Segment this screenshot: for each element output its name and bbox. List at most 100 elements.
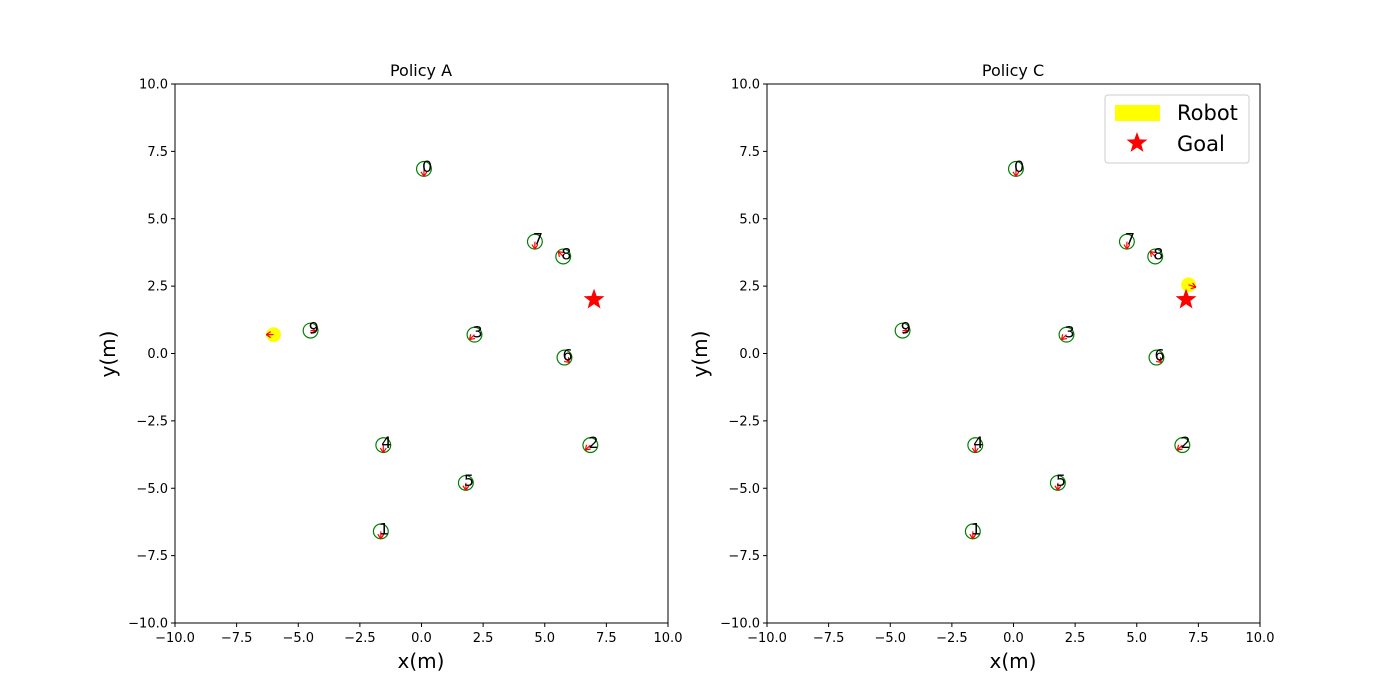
y-tick-label: −7.5 <box>136 549 168 564</box>
human-circle <box>894 322 911 339</box>
y-tick-label: 0.0 <box>147 347 168 362</box>
human-heading-arrowhead <box>969 533 977 540</box>
human-circle <box>1147 248 1164 265</box>
subplot-policy-c: Policy C x(m) y(m) −10.0 −7.5 −5.0 −2.5 0.0 2… <box>688 61 1274 673</box>
goal-star <box>583 288 605 309</box>
human-heading-arrowhead <box>1054 485 1062 491</box>
human-heading-arrow <box>1176 444 1183 451</box>
y-axis-label: y(m) <box>688 331 712 378</box>
y-tick-label: 2.5 <box>147 280 168 295</box>
human-heading-arrow <box>1149 251 1156 257</box>
human-label: 6 <box>1154 346 1164 365</box>
legend-goal-star <box>1126 132 1148 152</box>
human-heading-arrowhead <box>557 250 564 257</box>
human-heading-arrowhead <box>902 327 908 335</box>
x-tick-label: 5.0 <box>534 631 555 646</box>
human-heading-arrowhead <box>310 327 316 335</box>
human-circle <box>556 349 573 366</box>
human-label: 1 <box>379 519 389 538</box>
human-circle <box>1174 437 1191 454</box>
human-label: 9 <box>901 319 911 338</box>
human-label: 4 <box>381 433 391 452</box>
x-tick-label: 10.0 <box>1246 631 1275 646</box>
human-heading-arrow <box>1156 357 1162 363</box>
y-axis-label: y(m) <box>96 331 120 378</box>
human-label: 8 <box>1153 244 1163 263</box>
human-heading-arrowhead <box>1149 250 1156 257</box>
y-tick-label: 7.5 <box>147 145 168 160</box>
human-label: 3 <box>1064 323 1074 342</box>
human-heading-arrow <box>564 357 570 363</box>
human-heading-arrowhead <box>462 485 470 491</box>
human-label: 7 <box>533 230 543 249</box>
plot-area: −10.0 −7.5 −5.0 −2.5 0.0 2.5 5.0 7.5 10.0−10.0−7… <box>128 78 682 647</box>
x-tick-label: −5.0 <box>282 631 314 646</box>
human-heading-arrowhead <box>563 357 570 364</box>
human-heading-arrowhead <box>584 444 591 451</box>
human-circle <box>302 322 319 339</box>
human-heading-arrowhead <box>1155 357 1162 364</box>
human-label: 8 <box>561 244 571 263</box>
human-heading-arrowhead <box>971 447 979 453</box>
y-tick-label: −2.5 <box>728 414 760 429</box>
x-tick-label: 7.5 <box>1188 631 1209 646</box>
human-circle <box>375 437 392 454</box>
human-circle <box>582 437 599 454</box>
robot-heading-arrowhead <box>1190 282 1197 290</box>
human-heading-arrow <box>1061 334 1067 340</box>
human-heading-arrowhead <box>1060 334 1067 341</box>
y-tick-label: −5.0 <box>728 482 760 497</box>
robot-heading-arrow <box>1188 284 1197 288</box>
x-tick-label: −7.5 <box>221 631 253 646</box>
y-tick-label: 5.0 <box>739 212 760 227</box>
goal-star <box>1175 288 1197 309</box>
subplot-title: Policy C <box>982 61 1044 80</box>
y-tick-label: 5.0 <box>147 212 168 227</box>
human-heading-arrow <box>469 334 475 340</box>
x-tick-label: −10.0 <box>747 631 787 646</box>
human-label: 3 <box>472 323 482 342</box>
human-label: 7 <box>1125 230 1135 249</box>
human-heading-arrowhead <box>379 447 387 453</box>
y-tick-label: −10.0 <box>720 617 760 632</box>
robot-marker <box>266 327 281 343</box>
y-tick-label: −10.0 <box>128 617 168 632</box>
human-label: 9 <box>309 319 319 338</box>
x-tick-label: −7.5 <box>813 631 845 646</box>
human-label: 2 <box>1180 433 1190 452</box>
y-tick-label: 0.0 <box>739 347 760 362</box>
x-tick-label: −10.0 <box>155 631 195 646</box>
y-tick-label: −2.5 <box>136 414 168 429</box>
legend-robot-label: Robot <box>1177 101 1238 125</box>
human-heading-arrowhead <box>468 334 475 341</box>
human-label: 5 <box>464 471 474 490</box>
human-label: 0 <box>1014 157 1024 176</box>
human-circle <box>1058 326 1075 343</box>
x-tick-label: 7.5 <box>596 631 617 646</box>
x-tick-label: 10.0 <box>654 631 683 646</box>
x-tick-label: −2.5 <box>344 631 376 646</box>
robot-heading-arrowhead <box>265 331 272 339</box>
y-tick-label: 10.0 <box>139 78 168 93</box>
x-tick-label: 0.0 <box>1003 631 1024 646</box>
human-circle <box>1148 349 1165 366</box>
human-heading-arrowhead <box>1176 444 1183 451</box>
x-axis-label: x(m) <box>398 649 445 673</box>
x-tick-label: 0.0 <box>411 631 432 646</box>
y-tick-label: 2.5 <box>739 280 760 295</box>
legend-goal-label: Goal <box>1177 132 1225 156</box>
y-tick-label: −7.5 <box>728 549 760 564</box>
x-tick-label: −5.0 <box>874 631 906 646</box>
human-label: 5 <box>1056 471 1066 490</box>
plot-area: −10.0 −7.5 −5.0 −2.5 0.0 2.5 5.0 7.5 10.0 −10.0 −7… <box>720 78 1274 647</box>
human-label: 4 <box>973 433 983 452</box>
subplot-title: Policy A <box>390 61 452 80</box>
y-tick-label: −5.0 <box>136 482 168 497</box>
x-tick-label: 2.5 <box>473 631 494 646</box>
human-heading-arrowhead <box>420 171 428 177</box>
legend-robot-swatch <box>1115 105 1160 121</box>
human-heading-arrowhead <box>1012 171 1020 177</box>
human-circle <box>967 437 984 454</box>
human-label: 2 <box>588 433 598 452</box>
